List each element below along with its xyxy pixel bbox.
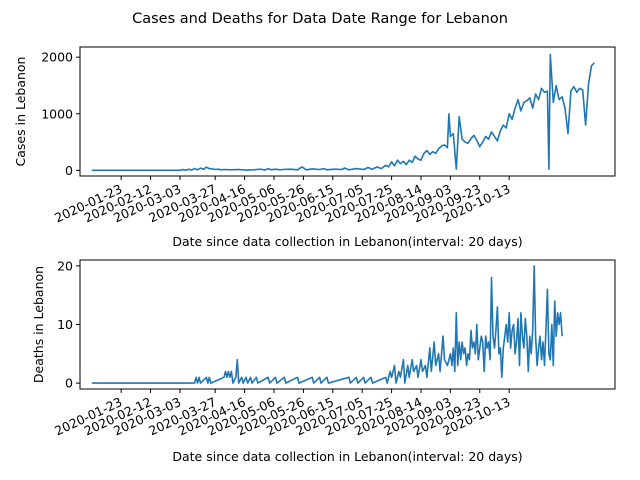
cases-y-axis-label: Cases in Lebanon <box>13 57 28 167</box>
cases-y-tick-label: 1000 <box>41 106 73 121</box>
cases-plot-frame <box>79 46 616 177</box>
deaths-chart: 010202020-01-232020-02-122020-03-032020-… <box>31 258 616 464</box>
deaths-x-axis-label: Date since data collection in Lebanon(in… <box>172 449 522 464</box>
deaths-y-axis-label: Deaths in Lebanon <box>31 266 46 383</box>
deaths-series-line <box>91 265 563 384</box>
deaths-y-tick-label: 0 <box>65 376 73 391</box>
cases-y-tick-label: 0 <box>65 163 73 178</box>
cases-series-line <box>91 53 595 172</box>
deaths-y-tick-label: 20 <box>57 258 73 273</box>
deaths-y-tick-label: 10 <box>57 317 73 332</box>
figure-title: Cases and Deaths for Data Date Range for… <box>132 11 508 27</box>
cases-chart: 0100020002020-01-232020-02-122020-03-032… <box>13 46 616 249</box>
cases-y-tick-label: 2000 <box>41 50 73 65</box>
cases-x-axis-label: Date since data collection in Lebanon(in… <box>172 234 522 249</box>
